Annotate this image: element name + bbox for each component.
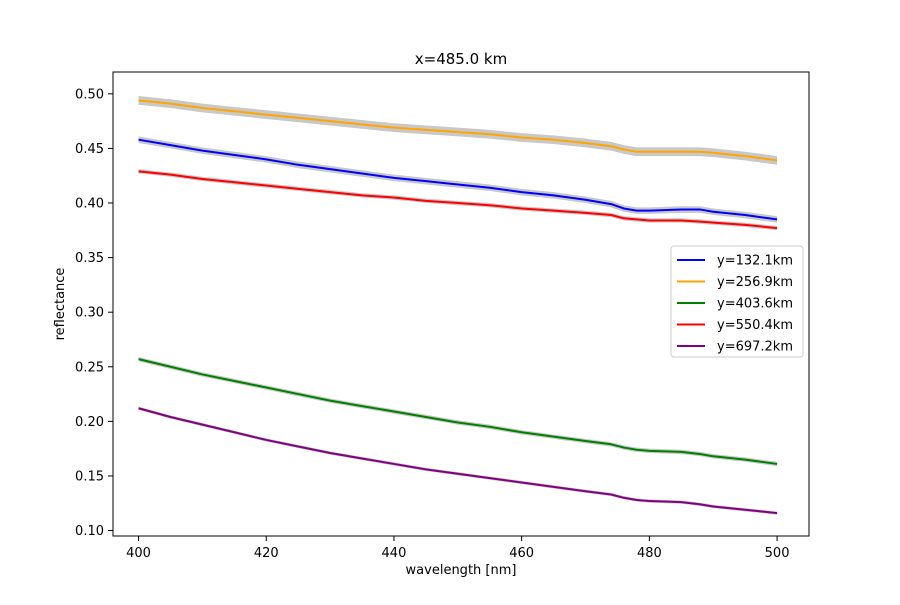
legend-label: y=550.4km: [717, 318, 793, 333]
legend: y=132.1km y=256.9km y=403.6km y=550.4km y=69…: [670, 245, 804, 358]
x-tick-label: 420: [254, 546, 279, 561]
y-tick-label: 0.15: [75, 469, 104, 484]
x-tick-label: 500: [765, 546, 790, 561]
y-tick-label: 0.35: [75, 251, 104, 266]
series-line-4: [138, 170, 778, 230]
y-axis-ticks: 0.10 0.15 0.20 0.25 0.30 0.35 0.40 0.45 0.50: [75, 87, 113, 539]
y-tick-label: 0.10: [75, 524, 104, 539]
series-line-5: [138, 407, 778, 515]
legend-box: [670, 245, 804, 358]
y-tick-label: 0.45: [75, 142, 104, 157]
legend-label: y=403.6km: [717, 297, 793, 312]
y-axis-label: reflectance: [53, 268, 68, 341]
chart-title: x=485.0 km: [415, 50, 507, 68]
legend-label: y=256.9km: [717, 275, 793, 290]
x-tick-label: 440: [382, 546, 407, 561]
series-line-1: [138, 138, 778, 221]
x-axis-label: wavelength [nm]: [406, 563, 517, 578]
x-tick-label: 480: [637, 546, 662, 561]
legend-label: y=132.1km: [717, 254, 793, 269]
plot-frame: [112, 71, 810, 537]
x-tick-label: 400: [126, 546, 151, 561]
y-tick-label: 0.40: [75, 197, 104, 212]
series-line-2: [138, 99, 778, 162]
x-tick-label: 460: [509, 546, 534, 561]
y-tick-label: 0.30: [75, 306, 104, 321]
series-line-3: [138, 358, 778, 465]
series-lines: [138, 99, 778, 515]
y-tick-label: 0.25: [75, 360, 104, 375]
y-tick-label: 0.20: [75, 415, 104, 430]
uncertainty-band-4: [138, 169, 778, 231]
y-tick-label: 0.50: [75, 87, 104, 102]
uncertainty-band-1: [138, 136, 778, 223]
uncertainty-band-3: [138, 356, 778, 467]
x-axis-ticks: 400 420 440 460 480 500: [126, 536, 789, 561]
legend-label: y=697.2km: [717, 340, 793, 355]
